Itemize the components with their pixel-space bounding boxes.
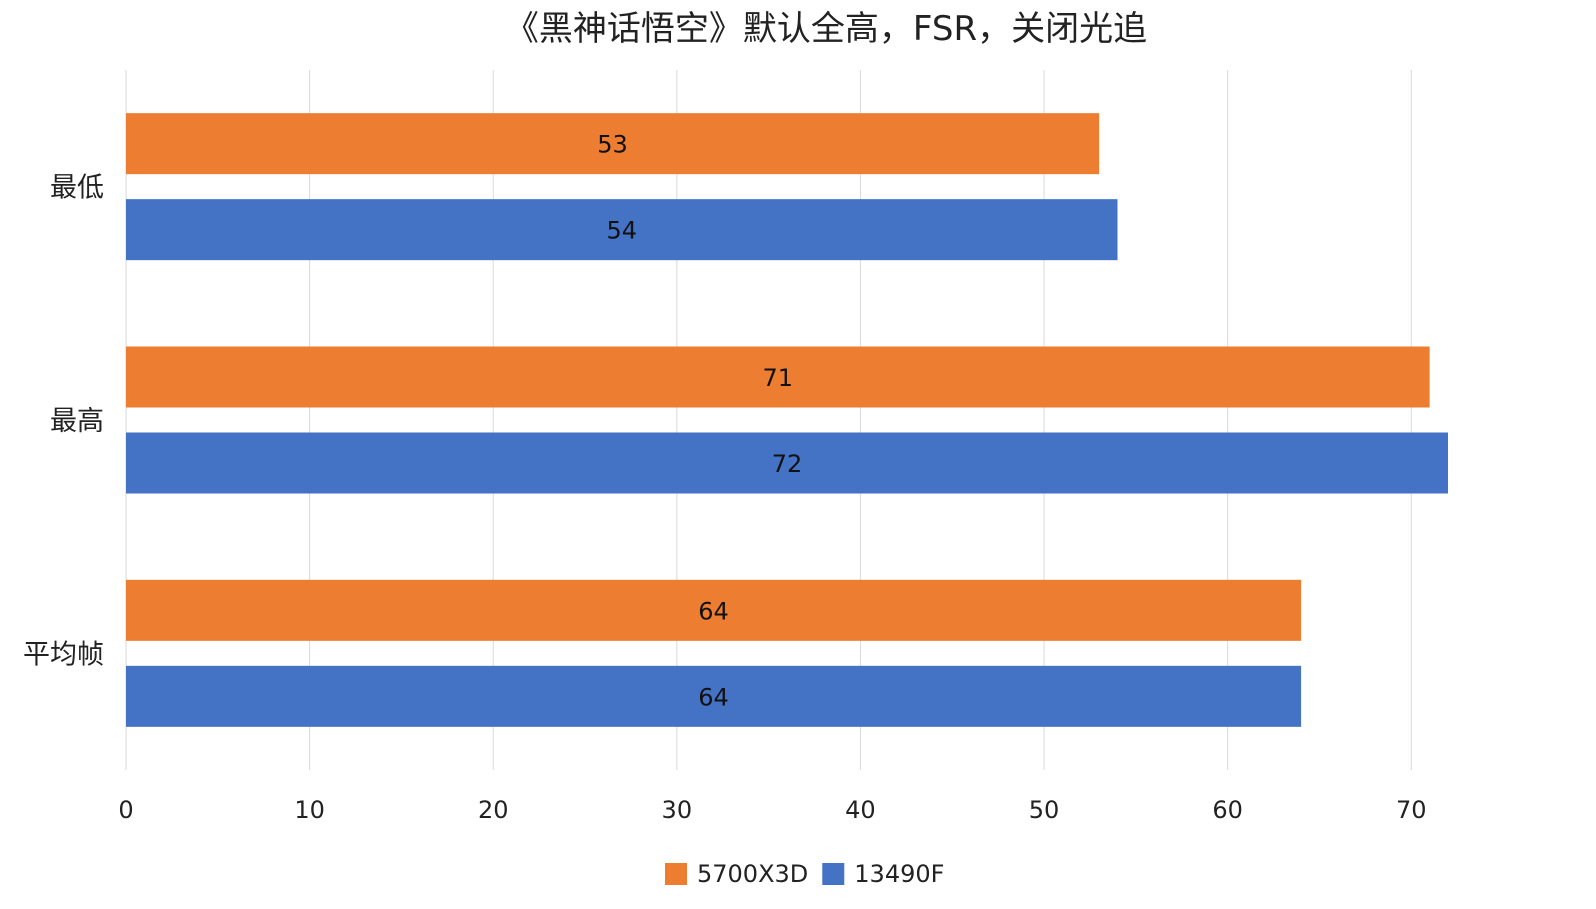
data-label: 64 <box>698 597 729 625</box>
legend: 5700X3D 13490F <box>665 860 944 888</box>
bar-series1-0 <box>126 113 1100 175</box>
data-label: 53 <box>597 131 628 159</box>
chart-title: 《黑神话悟空》默认全高，FSR，关闭光追 <box>505 9 1147 49</box>
legend-label: 13490F <box>854 860 944 888</box>
category-label: 平均帧 <box>23 639 104 670</box>
bar-series2-0 <box>126 199 1118 261</box>
data-label: 54 <box>606 217 637 245</box>
category-label: 最高 <box>50 406 104 437</box>
x-tick-label: 10 <box>294 796 325 824</box>
x-tick-label: 20 <box>478 796 509 824</box>
data-label: 72 <box>772 450 803 478</box>
legend-swatch <box>822 863 845 885</box>
x-tick-labels: 0 10 20 30 40 50 60 70 <box>118 796 1426 824</box>
legend-swatch <box>665 863 687 885</box>
bars: 53 54 71 72 64 64 <box>126 113 1448 727</box>
legend-label: 5700X3D <box>697 860 808 888</box>
data-label: 64 <box>698 683 729 711</box>
category-label: 最低 <box>50 173 104 204</box>
bar-series1-1 <box>126 346 1430 408</box>
data-label: 71 <box>763 364 794 392</box>
bar-series2-1 <box>126 432 1448 494</box>
x-tick-label: 70 <box>1396 796 1427 824</box>
x-tick-label: 40 <box>845 796 876 824</box>
x-tick-label: 60 <box>1212 796 1243 824</box>
bar-series2-2 <box>126 665 1302 727</box>
bar-series1-2 <box>126 579 1302 641</box>
x-tick-label: 50 <box>1029 796 1060 824</box>
x-tick-label: 0 <box>118 796 133 824</box>
grid-lines <box>125 70 1412 770</box>
x-tick-label: 30 <box>662 796 693 824</box>
